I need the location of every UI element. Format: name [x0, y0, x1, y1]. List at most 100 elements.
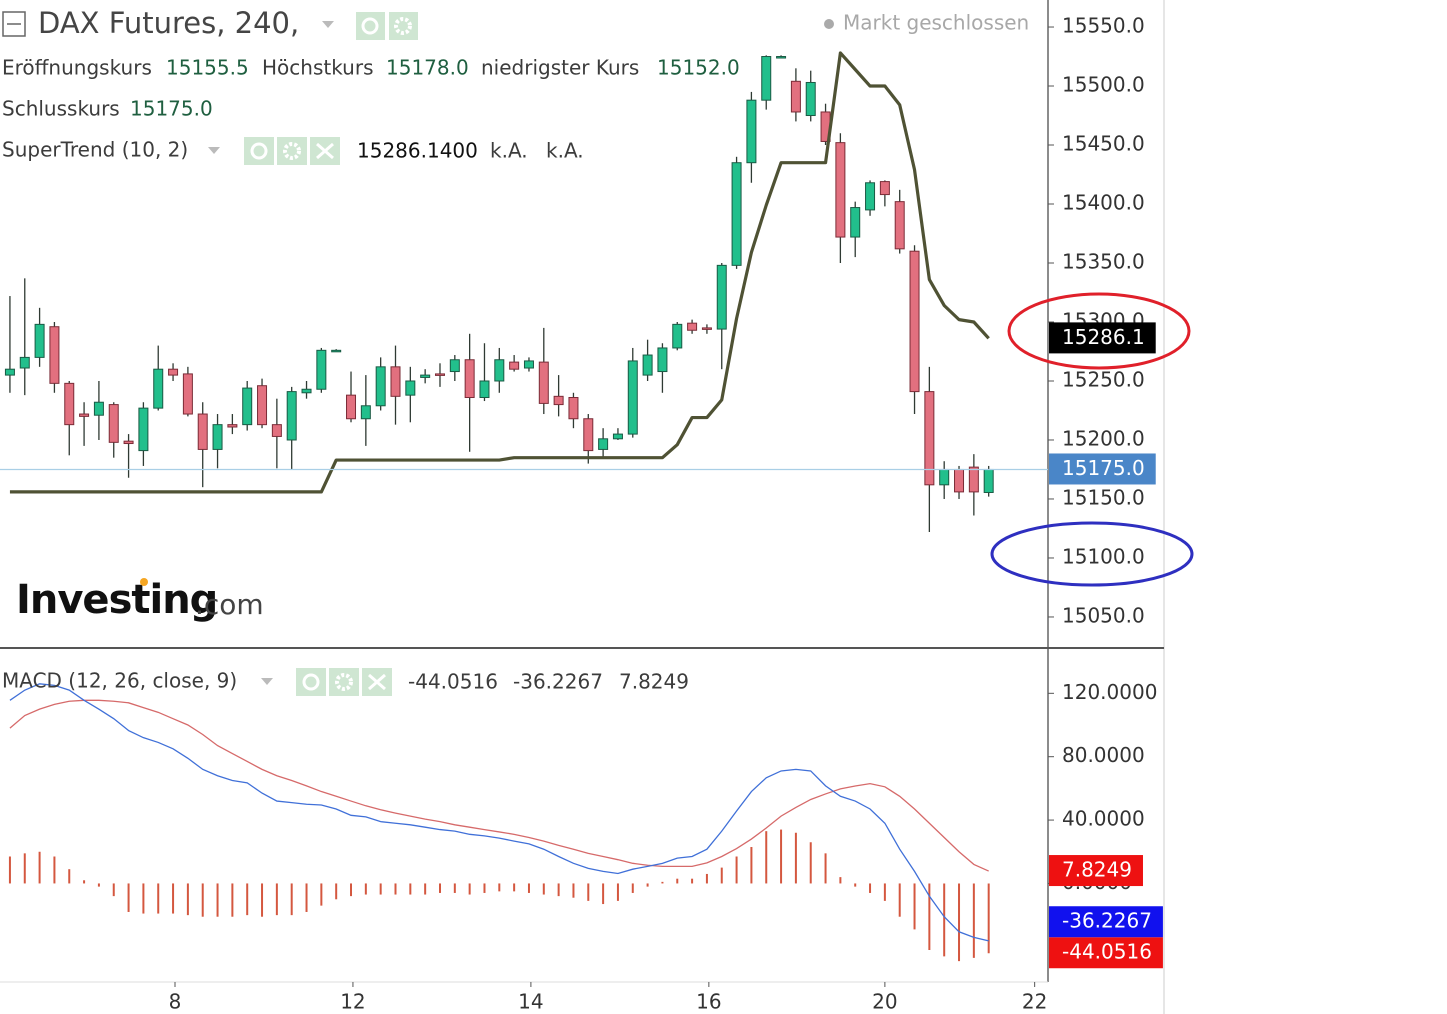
watermark-dot — [140, 578, 148, 586]
indicator-value: k.A. — [546, 139, 584, 163]
candle-body — [242, 387, 253, 426]
candle-body — [716, 264, 727, 330]
candle-body — [568, 397, 579, 420]
watermark-brand: Investing — [16, 577, 217, 623]
gear-icon — [283, 142, 301, 160]
settings-button[interactable] — [389, 12, 418, 40]
collapse-button[interactable] — [2, 11, 26, 37]
candle-body — [49, 326, 60, 384]
y-tick-label: 15150.0 — [1062, 485, 1145, 509]
legend-value: 15175.0 — [130, 97, 213, 121]
x-tick-label: 8 — [169, 990, 182, 1014]
candle-body — [405, 380, 416, 396]
status-dot — [824, 19, 834, 29]
y-tick-label: 120.0000 — [1062, 680, 1157, 704]
eye-button[interactable] — [356, 12, 385, 40]
candle-body — [523, 360, 534, 369]
axis-value-box — [1049, 453, 1156, 485]
x-tick-label: 14 — [518, 990, 543, 1014]
dropdown-caret[interactable] — [261, 678, 273, 685]
indicator-value: k.A. — [490, 139, 528, 163]
eye-button[interactable] — [296, 668, 326, 696]
candle-body — [509, 361, 520, 370]
axis-value-label: -36.2267 — [1062, 909, 1152, 933]
candle-body — [583, 418, 594, 452]
axis-value-box — [1049, 937, 1163, 969]
candle-body — [909, 250, 920, 393]
axis-value-label: 15286.1 — [1062, 325, 1145, 349]
candle-body — [301, 388, 312, 394]
candle-body — [316, 349, 327, 390]
settings-button[interactable] — [329, 668, 359, 696]
candle-body — [434, 373, 445, 376]
legend-label: niedrigster Kurs — [481, 56, 639, 80]
candle-body — [687, 322, 698, 331]
highlight-ellipse — [1007, 292, 1191, 370]
macd-signal-value: 7.8249 — [619, 670, 689, 694]
candle-body — [108, 404, 119, 443]
eye-icon — [302, 673, 320, 691]
highlight-ellipse — [990, 521, 1194, 587]
candle-body — [168, 368, 179, 376]
candle-body — [197, 413, 208, 450]
candle-body — [553, 395, 564, 406]
dropdown-caret[interactable] — [208, 147, 220, 154]
axis-value-box — [1049, 322, 1156, 354]
title-icons — [356, 12, 418, 40]
indicator-icons — [244, 137, 340, 165]
gear-icon — [394, 17, 412, 35]
macd-line — [9, 683, 989, 942]
x-tick-label: 22 — [1022, 990, 1047, 1014]
candle-body — [64, 382, 75, 426]
y-tick-label: 15550.0 — [1062, 14, 1145, 38]
candle-body — [776, 56, 787, 59]
candle-body — [954, 468, 965, 493]
candle-body — [375, 366, 386, 407]
legend-label: Schlusskurs — [2, 97, 120, 121]
candle-body — [538, 361, 549, 404]
header: DAX Futures, 240, Markt geschlossen Eröf… — [2, 6, 1029, 696]
y-tick-label: 15450.0 — [1062, 132, 1145, 156]
y-tick-label: 40.0000 — [1062, 807, 1145, 831]
candle-body — [494, 359, 505, 382]
candle-body — [182, 373, 193, 415]
axis-layer: 15050.015100.015150.015200.015250.015300… — [169, 14, 1163, 1014]
candle-body — [850, 207, 861, 238]
candle-body — [746, 99, 757, 164]
candle-body — [331, 349, 342, 353]
watermark: Investing .com — [16, 577, 264, 623]
eye-button[interactable] — [244, 137, 274, 165]
axis-value-label: 7.8249 — [1062, 858, 1132, 882]
macd-line-value: -36.2267 — [513, 670, 603, 694]
settings-button[interactable] — [277, 137, 307, 165]
legend-value: 15178.0 — [386, 56, 469, 80]
gear-icon — [335, 673, 353, 691]
candle-body — [360, 405, 371, 420]
x-tick-label: 16 — [696, 990, 721, 1014]
candle-body — [464, 359, 475, 399]
y-tick-label: 80.0000 — [1062, 743, 1145, 767]
y-tick-label: 15250.0 — [1062, 367, 1145, 391]
axis-value-box — [1049, 906, 1163, 938]
legend-label: Höchstkurs — [262, 56, 374, 80]
candle-body — [19, 356, 30, 369]
x-tick-label: 12 — [340, 990, 365, 1014]
candle-body — [790, 80, 801, 113]
remove-icon — [316, 142, 334, 160]
candle-body — [642, 354, 653, 376]
chart-title: DAX Futures, 240, — [38, 6, 299, 40]
indicator-name: SuperTrend (10, 2) — [2, 138, 188, 162]
candle-body — [598, 438, 609, 450]
candle-body — [123, 440, 134, 445]
macd-title: MACD (12, 26, close, 9) — [2, 669, 237, 693]
candle-body — [138, 407, 149, 452]
candle-body — [865, 182, 876, 211]
candle-body — [805, 81, 816, 117]
dropdown-caret[interactable] — [322, 21, 334, 28]
marks-layer — [0, 51, 1048, 962]
candle-body — [271, 424, 282, 437]
candle-body — [4, 368, 15, 376]
legend-value: 15155.5 — [166, 56, 249, 80]
